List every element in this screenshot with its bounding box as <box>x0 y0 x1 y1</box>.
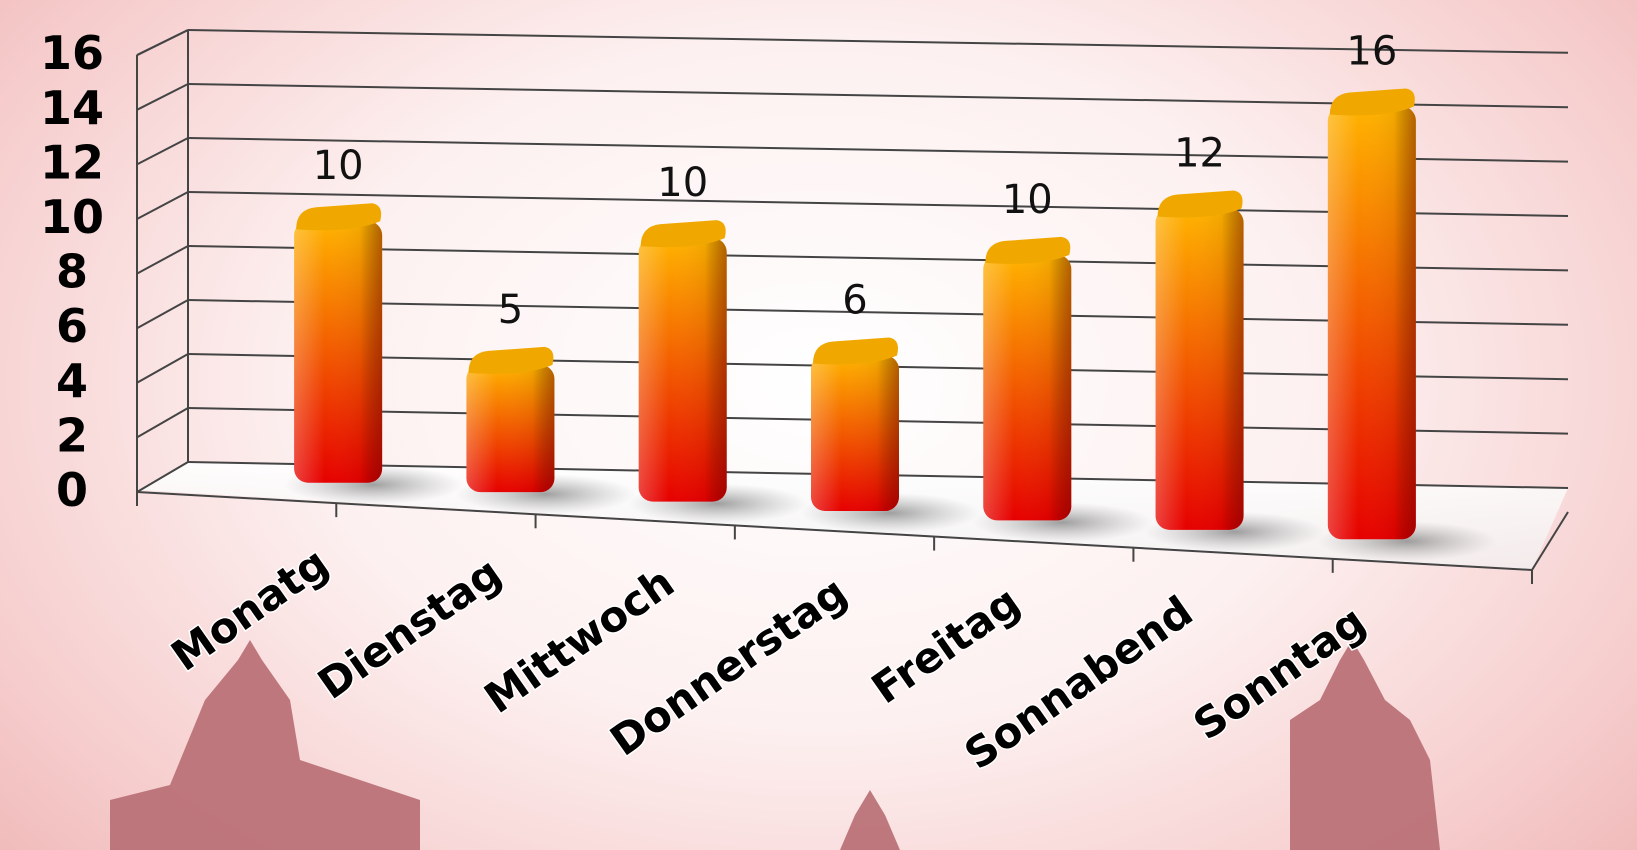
side-gridline <box>136 407 189 439</box>
bar-cap <box>1157 190 1243 218</box>
y-tick-label: 8 <box>56 245 88 299</box>
bar-shading <box>466 364 555 493</box>
data-label: 10 <box>313 143 364 189</box>
y-tick-label: 6 <box>56 299 88 353</box>
bar-cap <box>1329 88 1415 116</box>
bar-donnerstag <box>811 337 899 511</box>
x-axis-line <box>136 491 1533 571</box>
y-tick-label: 10 <box>40 190 104 244</box>
y-tick-label: 0 <box>56 463 88 517</box>
bar-cap <box>296 203 382 231</box>
side-gridline <box>136 353 189 384</box>
bar-monatg <box>294 203 383 483</box>
side-gridline <box>136 245 189 275</box>
windmill-silhouette-left <box>110 640 420 850</box>
bar-shading <box>638 238 727 502</box>
side-gridline <box>136 191 189 220</box>
top-side-edge <box>136 29 189 56</box>
side-gridline <box>136 299 189 330</box>
y-tick-label: 16 <box>40 26 104 80</box>
bar-cap <box>985 236 1071 264</box>
bar-shading <box>983 254 1072 521</box>
bar-shading <box>1155 208 1244 530</box>
data-label: 6 <box>842 278 867 324</box>
side-gridline <box>136 83 189 111</box>
data-label: 10 <box>1002 177 1053 223</box>
y-tick-label: 12 <box>40 135 104 189</box>
church-silhouette-right <box>1290 640 1440 850</box>
y-tick-label: 2 <box>56 408 88 462</box>
bar-shading <box>811 355 899 511</box>
data-label: 5 <box>498 287 523 333</box>
data-label: 16 <box>1346 28 1397 74</box>
bar-freitag <box>983 236 1072 521</box>
bar-dienstag <box>466 346 555 493</box>
bar-sonntag <box>1327 88 1416 540</box>
side-gridline <box>136 461 189 493</box>
floor-right-edge <box>1531 511 1569 571</box>
bar-cap <box>813 337 898 365</box>
bar-cap <box>468 346 554 374</box>
bar-sonnabend <box>1155 190 1244 530</box>
bar-shading <box>1327 106 1416 540</box>
data-label: 10 <box>657 160 708 206</box>
bar-shading <box>294 221 383 483</box>
data-label: 12 <box>1174 130 1225 176</box>
bar-mittwoch <box>638 220 727 502</box>
bar-cap <box>640 220 726 248</box>
spire-silhouette-center <box>840 790 900 850</box>
x-tick-label: Freitag <box>863 577 1029 714</box>
side-gridline <box>136 137 189 166</box>
y-tick-label: 14 <box>40 81 104 135</box>
back-gridline <box>187 29 1569 54</box>
y-tick-label: 4 <box>56 354 88 408</box>
